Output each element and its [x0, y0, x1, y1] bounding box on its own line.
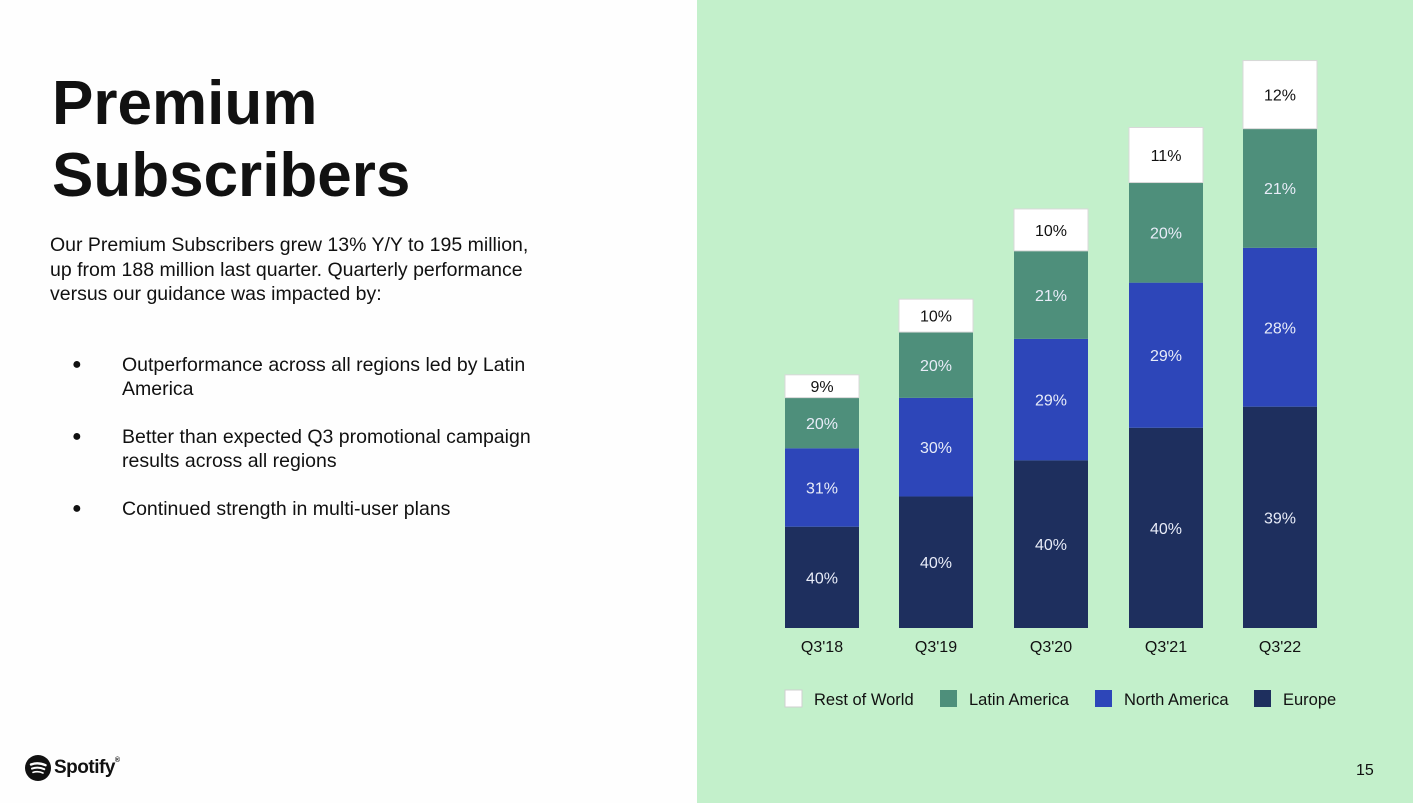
- data-label: 10%: [920, 309, 952, 326]
- data-label: 28%: [1264, 320, 1296, 337]
- bar-segment: [899, 397, 973, 497]
- intro-paragraph: Our Premium Subscribers grew 13% Y/Y to …: [50, 234, 529, 305]
- legend-swatch: [940, 690, 957, 707]
- logo-wordmark: Spotify®: [54, 757, 120, 778]
- text-panel: Premium Subscribers Our Premium Subscrib…: [0, 0, 697, 803]
- data-label: 21%: [1035, 288, 1067, 305]
- data-label: 39%: [1264, 510, 1296, 527]
- bar-segment: [785, 526, 859, 628]
- bar-segment: [1129, 282, 1203, 428]
- data-label: 20%: [806, 416, 838, 433]
- data-label: 29%: [1035, 393, 1067, 410]
- x-tick-label: Q3'20: [1030, 639, 1072, 656]
- bar-segment: [1129, 427, 1203, 628]
- title-line-2: Subscribers: [52, 141, 411, 210]
- bar-segment: [899, 496, 973, 628]
- data-label: 40%: [806, 570, 838, 587]
- data-label: 40%: [1150, 521, 1182, 538]
- data-label: 21%: [1264, 181, 1296, 198]
- bar-segment: [1014, 338, 1088, 461]
- bullet-text: Continued strength in multi-user plans: [122, 498, 451, 520]
- bar-segment: [1243, 247, 1317, 407]
- chart-panel: 40% 31% 20% 9% Q3'18 40% 30% 20% 10% Q3'19 40% 29% 2…: [697, 0, 1413, 803]
- page-number: 15: [1356, 762, 1374, 779]
- bullet-text: Better than expected Q3 promotional camp…: [122, 426, 531, 472]
- x-tick-label: Q3'18: [801, 639, 843, 656]
- data-label: 20%: [1150, 226, 1182, 243]
- legend-swatch: [1254, 690, 1271, 707]
- data-label: 10%: [1035, 223, 1067, 240]
- bar-segment: [784, 374, 860, 399]
- bar-segment: [1014, 250, 1088, 339]
- bar-segment: [1014, 460, 1088, 628]
- legend-label: Latin America: [969, 691, 1070, 709]
- data-label: 40%: [920, 555, 952, 572]
- bar-segment: [1128, 126, 1204, 184]
- bar-segment: [1243, 128, 1317, 248]
- bar-segment: [1129, 182, 1203, 283]
- stacked-bar-chart: 40% 31% 20% 9% Q3'18 40% 30% 20% 10% Q3'19 40% 29% 2…: [784, 60, 1336, 709]
- data-label: 11%: [1151, 148, 1182, 165]
- legend-label: Rest of World: [814, 691, 914, 709]
- legend-label: Europe: [1283, 691, 1336, 709]
- x-tick-label: Q3'21: [1145, 639, 1187, 656]
- bar-segment: [1243, 406, 1317, 628]
- data-label: 31%: [806, 480, 838, 497]
- bar-segment: [785, 397, 859, 449]
- bullet-item: ● Continued strength in multi-user plans: [72, 497, 542, 521]
- title-line-1: Premium: [52, 69, 318, 138]
- bar-segment: [1013, 208, 1089, 252]
- data-label: 9%: [810, 379, 833, 396]
- legend-swatch: [784, 689, 803, 708]
- data-label: 30%: [920, 440, 952, 457]
- data-label: 20%: [920, 358, 952, 375]
- bullet-dot-icon: ●: [72, 428, 82, 445]
- data-label: 29%: [1150, 348, 1182, 365]
- bar-segment: [785, 448, 859, 527]
- bar-segment: [899, 332, 973, 398]
- bullet-dot-icon: ●: [72, 356, 82, 373]
- bullet-item: ● Outperformance across all regions led b…: [72, 353, 542, 401]
- data-label: 12%: [1264, 88, 1296, 105]
- bullet-list: ● Outperformance across all regions led b…: [72, 353, 542, 545]
- legend-label: North America: [1124, 691, 1229, 709]
- bar-segment: [898, 298, 974, 333]
- bar-segment: [1242, 60, 1318, 130]
- spotify-icon: [25, 755, 51, 781]
- x-tick-label: Q3'19: [915, 639, 957, 656]
- bullet-dot-icon: ●: [72, 500, 82, 517]
- spotify-logo: Spotify®: [25, 755, 120, 781]
- x-tick-label: Q3'22: [1259, 639, 1301, 656]
- bullet-item: ● Better than expected Q3 promotional cam…: [72, 425, 542, 473]
- legend-swatch: [1095, 690, 1112, 707]
- bullet-text: Outperformance across all regions led by…: [122, 354, 526, 400]
- slide-title: Premium Subscribers: [52, 68, 652, 212]
- data-label: 40%: [1035, 537, 1067, 554]
